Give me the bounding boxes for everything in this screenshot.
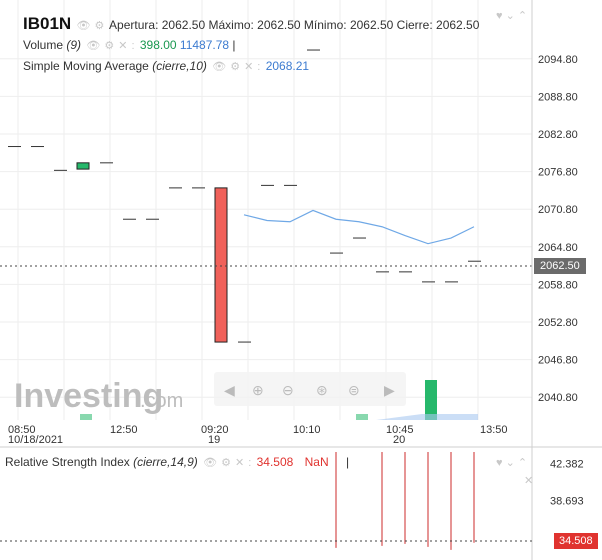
scroll-left-icon: ◀: [224, 382, 235, 398]
price-tick-label: 2046.80: [538, 355, 578, 367]
volume-value-1: 398.00: [139, 38, 177, 52]
sma-value: 2068.21: [265, 59, 310, 73]
time-tick-sublabel: 19: [208, 434, 220, 446]
rsi-close-control[interactable]: ✕: [524, 474, 533, 487]
price-tick-label: 2088.80: [538, 91, 578, 103]
minimize-icon[interactable]: ⌄: [505, 457, 515, 469]
close-icon[interactable]: ✕: [234, 457, 245, 469]
price-tick-label: 2070.80: [538, 204, 578, 216]
watermark-suffix: .com: [140, 390, 183, 412]
sma-line: [243, 209, 475, 245]
apertura-value: 2062.50: [161, 18, 206, 32]
investing-watermark: Investing .com: [14, 377, 183, 415]
nav-controls-bg: [214, 372, 406, 406]
rsi-lines: [335, 452, 475, 550]
rsi-value: 34.508: [256, 455, 294, 469]
close-icon[interactable]: ✕: [244, 61, 254, 73]
rsi-axis: 42.382 38.693: [550, 458, 584, 507]
rsi-legend: Relative Strength Index (cierre,14,9) 👁 ⚙…: [5, 455, 350, 469]
volume-separator: |: [232, 38, 236, 52]
symbol-label[interactable]: IB01N: [23, 14, 72, 33]
volume-bar: [425, 380, 437, 420]
rsi-tick-label: 42.382: [550, 458, 584, 470]
maximize-icon[interactable]: ⌃: [517, 10, 528, 22]
rsi-label: Relative Strength Index: [5, 455, 130, 469]
time-tick-label: 09:20: [201, 424, 229, 436]
candle-body: [214, 187, 228, 343]
close-icon[interactable]: ✕: [524, 475, 534, 487]
volume-legend: Volume (9) 👁 ⚙ ✕: 398.00 11487.78 |: [23, 38, 236, 52]
current-price-tag: 2062.50: [534, 258, 586, 274]
ohlc-legend: IB01N 👁 ⚙ Apertura: 2062.50 Máximo: 2062.…: [23, 14, 479, 34]
price-tick-label: 2094.80: [538, 54, 578, 66]
volume-bars: [80, 380, 478, 420]
eye-icon[interactable]: 👁: [212, 61, 227, 73]
grid: [0, 0, 532, 420]
maximo-value: 2062.50: [257, 18, 301, 32]
minimo-label: Mínimo:: [303, 18, 347, 32]
scroll-right-icon: ▶: [384, 382, 395, 398]
watermark-logo: Investing: [14, 377, 163, 415]
volume-value-2: 11487.78: [179, 38, 230, 52]
time-tick-label: 13:50: [480, 424, 508, 436]
time-tick-label: 10:45: [386, 424, 414, 436]
main-pane-controls: ♥ ⌄ ⌃: [496, 9, 527, 22]
volume-bar: [356, 414, 368, 420]
sma-param: (cierre,10): [152, 59, 207, 73]
minimo-value: 2062.50: [349, 18, 394, 32]
zoom-out-icon: ⊖: [282, 382, 294, 398]
gear-icon[interactable]: ⚙: [94, 20, 105, 32]
cierre-value: 2062.50: [436, 18, 480, 32]
price-tick-label: 2040.80: [538, 392, 578, 404]
gear-icon[interactable]: ⚙: [230, 61, 241, 73]
maximo-label: Máximo:: [208, 18, 254, 32]
volume-label: Volume: [23, 38, 64, 52]
price-axis: 2094.80 2088.80 2082.80 2076.80 2070.80 2064.…: [538, 54, 578, 404]
collapse-icon[interactable]: ♥: [496, 457, 503, 469]
volume-area: [215, 414, 478, 420]
zoom-area-icon: ⊛: [316, 382, 328, 398]
rsi-param: (cierre,14,9): [133, 455, 198, 469]
reset-zoom-icon: ⊜: [348, 382, 360, 398]
time-tick-sublabel: 10/18/2021: [8, 434, 63, 446]
gear-icon[interactable]: ⚙: [221, 457, 231, 469]
price-tick-label: 2064.80: [538, 242, 578, 254]
time-tick-label: 08:50: [8, 424, 36, 436]
candle-body: [76, 162, 90, 170]
chart-nav-controls[interactable]: ◀ ⊕ ⊖ ⊛ ⊜ ▶: [214, 372, 406, 406]
rsi-value-nan: NaN: [304, 455, 329, 469]
time-tick-label: 12:50: [110, 424, 138, 436]
sma-legend: Simple Moving Average (cierre,10) 👁 ⚙ ✕: 2…: [23, 59, 310, 73]
time-tick-sublabel: 20: [393, 434, 405, 446]
gear-icon[interactable]: ⚙: [104, 40, 115, 52]
candles: [8, 49, 481, 343]
collapse-icon[interactable]: ♥: [496, 10, 503, 22]
rsi-tick-label: 38.693: [550, 496, 584, 508]
rsi-current-tag: 34.508: [554, 533, 598, 549]
apertura-label: Apertura:: [109, 18, 159, 32]
price-tick-label: 2052.80: [538, 317, 578, 329]
rsi-separator: |: [346, 455, 350, 469]
minimize-icon[interactable]: ⌄: [505, 10, 515, 22]
price-tick-label: 2058.80: [538, 279, 578, 291]
maximize-icon[interactable]: ⌃: [517, 457, 528, 469]
price-tick-label: 2082.80: [538, 129, 578, 141]
volume-param: (9): [66, 38, 82, 52]
eye-icon[interactable]: 👁: [86, 40, 101, 52]
sma-label: Simple Moving Average: [23, 59, 149, 73]
zoom-in-icon: ⊕: [252, 382, 264, 398]
time-tick-label: 10:10: [293, 424, 321, 436]
eye-icon[interactable]: 👁: [203, 457, 218, 469]
cierre-label: Cierre:: [396, 18, 433, 32]
sma-polyline: [243, 209, 475, 245]
close-icon[interactable]: ✕: [118, 40, 128, 52]
volume-bar: [80, 414, 92, 420]
price-tick-label: 2076.80: [538, 167, 578, 179]
rsi-pane-controls: ♥ ⌄ ⌃: [496, 456, 527, 469]
eye-icon[interactable]: 👁: [76, 20, 91, 32]
